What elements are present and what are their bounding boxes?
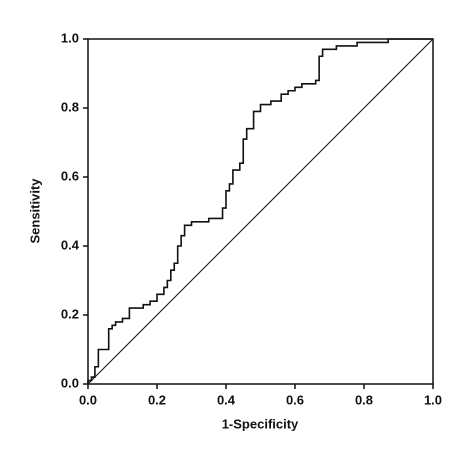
plot-frame <box>87 38 434 385</box>
x-tick-label: 0.4 <box>217 392 236 407</box>
reference-line <box>87 38 434 385</box>
x-axis-label: 1-Specificity <box>222 416 299 431</box>
y-axis-label: Sensitivity <box>27 178 42 244</box>
roc-curve <box>87 38 433 384</box>
y-tick-label: 0.4 <box>61 237 80 252</box>
y-tick-label: 0.8 <box>61 99 79 114</box>
x-tick-label: 0.8 <box>355 392 373 407</box>
x-tick-label: 1.0 <box>424 392 442 407</box>
y-tick-label: 0.2 <box>61 306 79 321</box>
x-tick-label: 0.0 <box>79 392 97 407</box>
x-tick-label: 0.2 <box>148 392 166 407</box>
y-tick-label: 0.0 <box>61 375 79 390</box>
y-tick-label: 1.0 <box>61 30 79 45</box>
x-tick-label: 0.6 <box>286 392 304 407</box>
y-tick-label: 0.6 <box>61 168 79 183</box>
